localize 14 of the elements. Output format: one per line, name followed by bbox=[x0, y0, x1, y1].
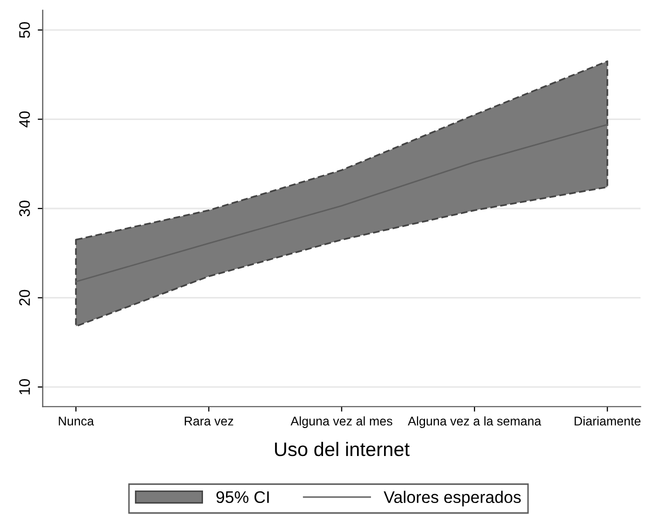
y-tick-label: 30 bbox=[19, 200, 30, 216]
text: 95% CI bbox=[216, 491, 269, 504]
y-tick-label: 20 bbox=[19, 290, 30, 306]
x-tick-label: Nunca bbox=[58, 416, 94, 426]
x-tick-label: Alguna vez al mes bbox=[290, 416, 392, 428]
x-tick-label: Rara vez bbox=[184, 416, 234, 426]
legend-label: Valores esperados bbox=[384, 490, 521, 506]
x-tick-label: Alguna vez a la semana bbox=[408, 416, 542, 428]
x-tick-label: Diariamente bbox=[574, 416, 640, 426]
x-axis-title: Uso del internet bbox=[275, 442, 410, 456]
y-tick-label: 10 bbox=[19, 379, 30, 394]
y-tick-label: 50 bbox=[19, 22, 30, 38]
y-tick-label: 40 bbox=[19, 111, 30, 128]
line-series bbox=[75, 124, 608, 282]
